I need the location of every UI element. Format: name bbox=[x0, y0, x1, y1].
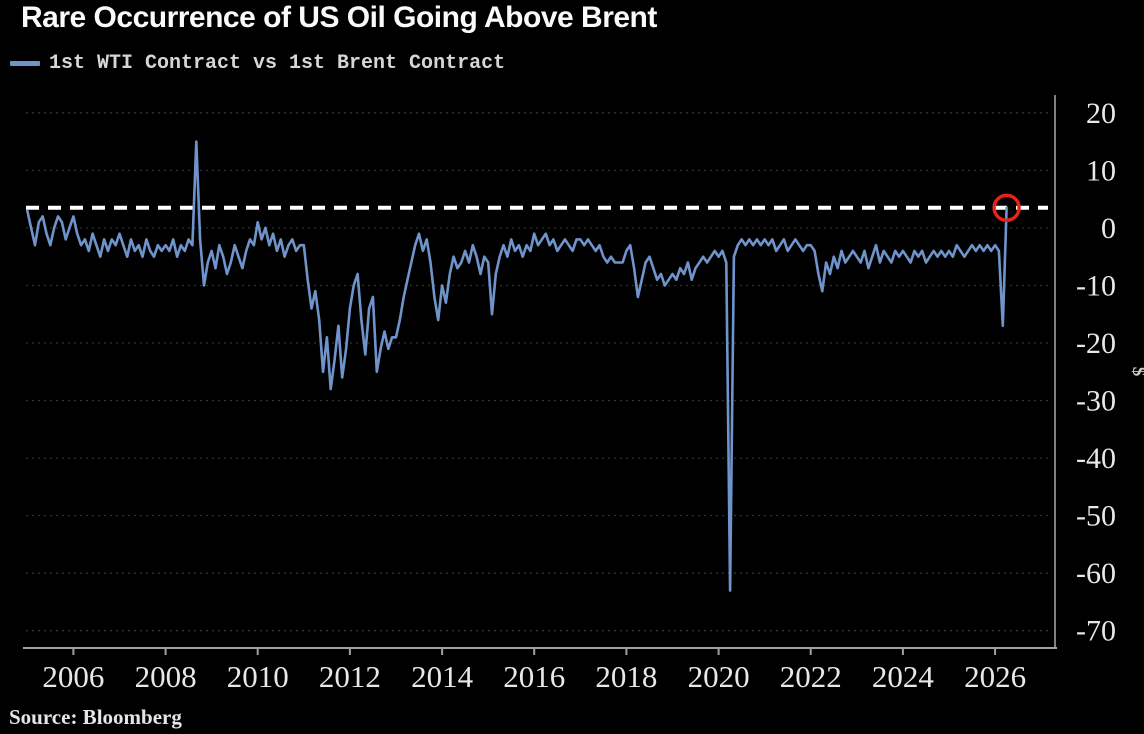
spread-series-line bbox=[25, 140, 1008, 592]
legend: 1st WTI Contract vs 1st Brent Contract bbox=[10, 52, 505, 75]
y-axis-tick-label: 20 bbox=[1086, 97, 1116, 130]
legend-line-marker bbox=[10, 61, 40, 66]
latest-point-annotation-circle bbox=[992, 193, 1021, 223]
y-axis-unit-label: $ bbox=[1128, 367, 1144, 377]
y-axis-tick-label: -10 bbox=[1076, 270, 1116, 303]
x-axis-tick-label: 2022 bbox=[780, 659, 842, 694]
y-axis-tick-label: -40 bbox=[1076, 442, 1116, 475]
x-axis-tick-label: 2008 bbox=[135, 659, 197, 694]
x-axis-tick-label: 2012 bbox=[319, 659, 381, 694]
legend-label: 1st WTI Contract vs 1st Brent Contract bbox=[49, 52, 506, 75]
x-axis-tick-label: 2010 bbox=[227, 659, 289, 694]
x-axis-tick-label: 2016 bbox=[503, 659, 565, 694]
y-axis-tick-label: -70 bbox=[1076, 615, 1116, 648]
y-axis-tick-label: -50 bbox=[1076, 500, 1116, 533]
x-axis-tick-label: 2020 bbox=[688, 659, 750, 694]
y-axis-tick-label: 10 bbox=[1086, 154, 1116, 187]
source-attribution: Source: Bloomberg bbox=[9, 705, 182, 729]
x-axis-tick-label: 2006 bbox=[42, 659, 104, 694]
y-axis-tick-label: -60 bbox=[1076, 557, 1116, 590]
chart-title: Rare Occurrence of US Oil Going Above Br… bbox=[21, 1, 657, 34]
y-axis-tick-label: 0 bbox=[1101, 212, 1116, 245]
y-axis-tick-label: -20 bbox=[1076, 327, 1116, 360]
x-axis-tick-label: 2024 bbox=[872, 659, 935, 694]
y-axis-tick-label: -30 bbox=[1076, 385, 1116, 418]
x-axis-tick-label: 2026 bbox=[964, 659, 1026, 694]
x-axis-tick-label: 2014 bbox=[411, 659, 474, 694]
x-axis-tick-label: 2018 bbox=[595, 659, 657, 694]
